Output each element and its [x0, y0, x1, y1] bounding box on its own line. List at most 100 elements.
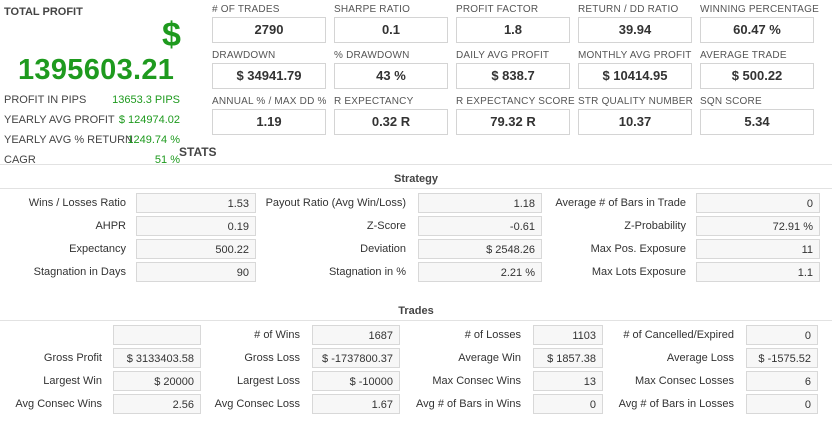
- trades-value: $ 20000: [113, 371, 201, 391]
- stat-label: YEARLY AVG PROFIT: [4, 114, 115, 126]
- metric-value: 5.34: [700, 109, 814, 135]
- metric-r-expectancy: R EXPECTANCY 0.32 R: [334, 96, 448, 136]
- metric-value: 1.19: [212, 109, 326, 135]
- stat-value: $ 124974.02: [118, 114, 180, 126]
- metric-label: RETURN / DD RATIO: [578, 4, 679, 15]
- strategy-label: Average # of Bars in Trade: [555, 197, 686, 209]
- trades-value: $ -1575.52: [746, 348, 818, 368]
- metric-label: AVERAGE TRADE: [700, 50, 787, 61]
- strategy-label: Expectancy: [69, 243, 126, 255]
- metric-sqn-score: SQN SCORE 5.34: [700, 96, 814, 136]
- trades-label: Avg Consec Wins: [15, 398, 102, 410]
- trades-value: 1103: [533, 325, 603, 345]
- trades-label: Max Consec Wins: [432, 375, 521, 387]
- metric-str-quality-number: STR QUALITY NUMBER 10.37: [578, 96, 694, 136]
- metric-label: SHARPE RATIO: [334, 4, 411, 15]
- metric-value: 10.37: [578, 109, 692, 135]
- trades-label: # of Wins: [254, 329, 300, 341]
- metric-label: R EXPECTANCY SCORE: [456, 96, 575, 107]
- strategy-value: $ 2548.26: [418, 239, 542, 259]
- strategy-label: Max Pos. Exposure: [590, 243, 686, 255]
- trades-value: 1687: [312, 325, 400, 345]
- metric-trades: # OF TRADES 2790: [212, 4, 326, 44]
- profit-in-pips-stat: PROFIT IN PIPS 13653.3 PIPS: [4, 94, 180, 110]
- trades-label: Largest Loss: [237, 375, 300, 387]
- trades-value: 0: [746, 394, 818, 414]
- trades-label: # of Cancelled/Expired: [623, 329, 734, 341]
- trades-label: Largest Win: [43, 375, 102, 387]
- strategy-label: AHPR: [95, 220, 126, 232]
- metric-value: 0.1: [334, 17, 448, 43]
- strategy-value: 500.22: [136, 239, 256, 259]
- stats-divider: [0, 164, 832, 165]
- trades-value: [113, 325, 201, 345]
- trades-value: 0: [746, 325, 818, 345]
- strategy-label: Payout Ratio (Avg Win/Loss): [265, 197, 406, 209]
- metric-average-trade: AVERAGE TRADE $ 500.22: [700, 50, 814, 90]
- metric-daily-avg-profit: DAILY AVG PROFIT $ 838.7: [456, 50, 570, 90]
- metric-value: $ 10414.95: [578, 63, 692, 89]
- metric-value: 60.47 %: [700, 17, 814, 43]
- metric-label: WINNING PERCENTAGE: [700, 4, 819, 15]
- strategy-value: -0.61: [418, 216, 542, 236]
- trades-label: Average Win: [458, 352, 521, 364]
- strategy-value: 2.21 %: [418, 262, 542, 282]
- total-profit-value: 1395603.21: [18, 54, 175, 86]
- metric-value: 1.8: [456, 17, 570, 43]
- strategy-value: 1.1: [696, 262, 820, 282]
- yearly-avg-profit-stat: YEARLY AVG PROFIT $ 124974.02: [4, 114, 180, 130]
- strategy-value: 1.53: [136, 193, 256, 213]
- strategy-value: 72.91 %: [696, 216, 820, 236]
- trades-label: Avg # of Bars in Losses: [618, 398, 734, 410]
- stat-label: CAGR: [4, 154, 36, 166]
- strategy-label: Deviation: [360, 243, 406, 255]
- metric-value: 39.94: [578, 17, 692, 43]
- metric-label: R EXPECTANCY: [334, 96, 414, 107]
- strategy-label: Z-Score: [366, 220, 406, 232]
- stats-heading: STATS: [179, 145, 217, 159]
- total-profit-panel: TOTAL PROFIT $ 1395603.21 PROFIT IN PIPS…: [4, 4, 184, 169]
- trades-value: 0: [533, 394, 603, 414]
- strategy-label: Wins / Losses Ratio: [28, 197, 126, 209]
- trades-value: $ -1737800.37: [312, 348, 400, 368]
- metric-value: $ 838.7: [456, 63, 570, 89]
- metric-value: 43 %: [334, 63, 448, 89]
- metric-label: STR QUALITY NUMBER: [578, 96, 694, 107]
- metric-value: 0.32 R: [334, 109, 448, 135]
- metric-value: 79.32 R: [456, 109, 570, 135]
- strategy-value: 11: [696, 239, 820, 259]
- stat-label: YEARLY AVG % RETURN: [4, 134, 133, 146]
- metric-drawdown: DRAWDOWN $ 34941.79: [212, 50, 326, 90]
- trades-heading: Trades: [398, 305, 434, 317]
- strategy-label: Stagnation in %: [328, 266, 406, 278]
- strategy-value: 1.18: [418, 193, 542, 213]
- stat-label: PROFIT IN PIPS: [4, 94, 87, 106]
- yearly-avg-return-stat: YEARLY AVG % RETURN 1249.74 %: [4, 134, 180, 150]
- trades-label: Gross Profit: [43, 352, 102, 364]
- strategy-heading: Strategy: [393, 173, 439, 185]
- trades-label: Average Loss: [666, 352, 734, 364]
- trades-value: $ 3133403.58: [113, 348, 201, 368]
- trades-value: $ -10000: [312, 371, 400, 391]
- metric-profit-factor: PROFIT FACTOR 1.8: [456, 4, 570, 44]
- metric-label: DAILY AVG PROFIT: [456, 50, 550, 61]
- metric-value: 2790: [212, 17, 326, 43]
- metric-sharpe-ratio: SHARPE RATIO 0.1: [334, 4, 448, 44]
- metric-r-expectancy-score: R EXPECTANCY SCORE 79.32 R: [456, 96, 575, 136]
- trades-value: 6: [746, 371, 818, 391]
- metric-percent-drawdown: % DRAWDOWN 43 %: [334, 50, 448, 90]
- metric-annual-max-dd: ANNUAL % / MAX DD % 1.19: [212, 96, 326, 136]
- metric-label: PROFIT FACTOR: [456, 4, 539, 15]
- metric-label: ANNUAL % / MAX DD %: [212, 96, 327, 107]
- trades-value: $ 1857.38: [533, 348, 603, 368]
- strategy-value: 90: [136, 262, 256, 282]
- strategy-label: Stagnation in Days: [33, 266, 126, 278]
- metric-label: # OF TRADES: [212, 4, 280, 15]
- trades-label: # of Losses: [464, 329, 521, 341]
- metric-return-dd-ratio: RETURN / DD RATIO 39.94: [578, 4, 692, 44]
- trades-label: Max Consec Losses: [634, 375, 734, 387]
- dollar-icon: $: [162, 16, 181, 54]
- strategy-label: Z-Probability: [624, 220, 686, 232]
- metric-winning-percentage: WINNING PERCENTAGE 60.47 %: [700, 4, 819, 44]
- strategy-label: Max Lots Exposure: [591, 266, 686, 278]
